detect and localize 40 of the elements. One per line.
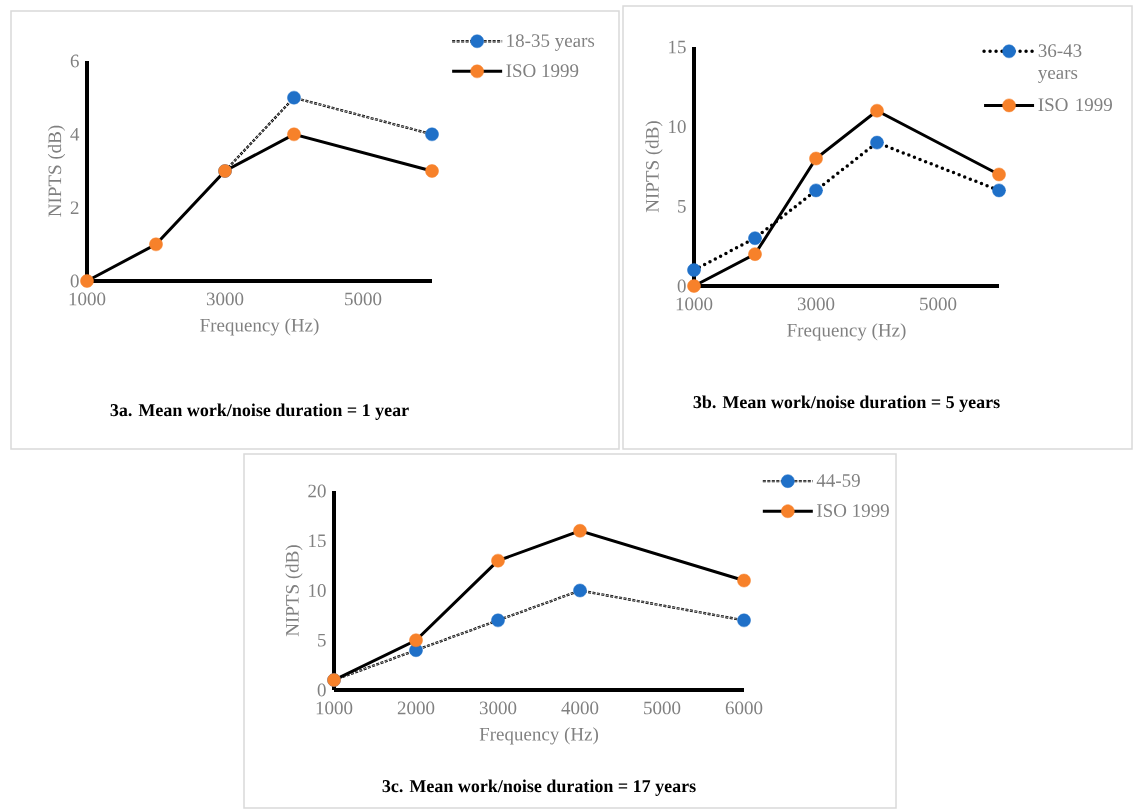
legend-label: 18-35 years	[507, 34, 595, 51]
text: 3c. Mean work/noise duration = 17 years	[382, 779, 696, 796]
y-tick-label: 15	[309, 534, 326, 548]
legend-label: 36-43 years	[1038, 44, 1082, 83]
y-tick-label: 5	[678, 200, 686, 213]
x-tick-label: 3000	[479, 701, 517, 715]
text: 3b. Mean work/noise duration = 5 years	[693, 395, 1000, 412]
y-axis-title: NIPTS (dB)	[47, 125, 66, 217]
x-tick-label: 1000	[316, 701, 353, 715]
x-axis-title: Frequency (Hz)	[200, 318, 319, 336]
x-tick-label: 5000	[644, 701, 681, 715]
x-tick-label: 1000	[69, 292, 106, 306]
x-tick-label: 5000	[345, 292, 382, 306]
legend-label: ISO 1999	[817, 504, 889, 517]
y-tick-label: 5	[318, 633, 326, 647]
y-tick-label: 6	[70, 54, 79, 68]
y-tick-label: 10	[309, 584, 326, 597]
legend-label: 44-59	[816, 474, 860, 487]
x-tick-label: 2000	[397, 701, 435, 715]
legend-label: ISO 1999	[506, 64, 579, 78]
x-tick-label: 6000	[725, 701, 763, 715]
y-axis-title: NIPTS (dB)	[645, 121, 663, 213]
x-tick-label: 3000	[797, 297, 835, 311]
y-tick-label: 20	[308, 484, 326, 498]
x-axis-title: Frequency (Hz)	[479, 727, 599, 745]
x-tick-label: 3000	[206, 292, 244, 306]
y-tick-label: 4	[70, 128, 80, 141]
text: 3a. Mean work/noise duration = 1 year	[110, 403, 409, 420]
x-tick-label: 5000	[920, 297, 957, 311]
x-tick-label: 4000	[561, 701, 599, 715]
y-tick-label: 2	[70, 201, 79, 214]
y-tick-label: 0	[317, 683, 326, 697]
y-tick-label: 0	[677, 279, 686, 293]
y-tick-label: 15	[669, 40, 686, 54]
y-tick-label: 0	[70, 274, 79, 288]
y-axis-title: NIPTS (dB)	[285, 545, 303, 637]
y-tick-label: 10	[669, 120, 686, 134]
x-axis-title: Frequency (Hz)	[787, 323, 906, 341]
x-tick-label: 1000	[676, 297, 713, 311]
legend-label: ISO 1999	[1038, 98, 1112, 112]
